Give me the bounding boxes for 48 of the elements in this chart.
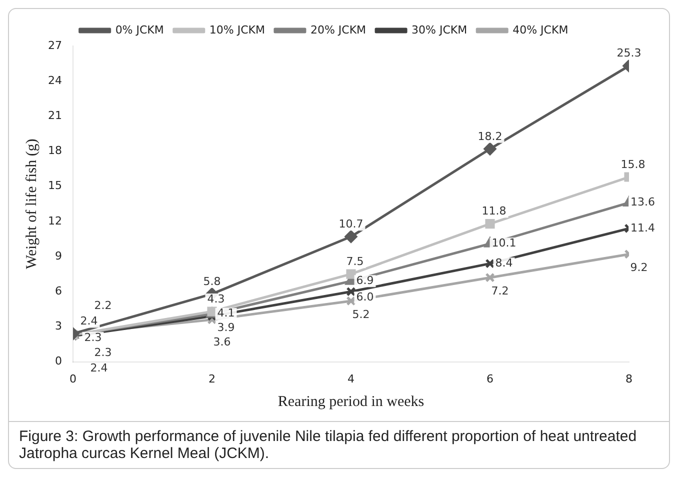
data-label: 6.9	[356, 274, 374, 287]
data-label: 2.3	[94, 346, 112, 359]
data-label: 25.3	[616, 46, 642, 60]
y-tick-label: 6	[54, 284, 62, 298]
legend-label: 10% JCKM	[209, 23, 265, 36]
legend-label: 0% JCKM	[115, 23, 164, 36]
x-tick-label: 4	[348, 372, 354, 386]
data-label: 2.3	[84, 330, 102, 344]
legend-label: 20% JCKM	[310, 23, 366, 36]
y-tick-label: 21	[48, 109, 62, 122]
data-label: 3.6	[213, 336, 231, 349]
x-tick-label: 2	[208, 372, 216, 386]
data-label: 11.8	[482, 204, 506, 218]
data-label: 10.1	[492, 236, 516, 250]
y-axis-title: Weight of life fish (g)	[24, 138, 40, 270]
y-tick-label: 0	[54, 354, 62, 368]
data-label: 10.7	[338, 218, 364, 231]
y-tick-label: 12	[48, 214, 62, 228]
data-label: 4.1	[217, 306, 235, 320]
data-label: 15.8	[620, 158, 646, 171]
data-label: 6.0	[356, 290, 374, 304]
data-label: 2.4	[80, 314, 98, 328]
y-tick-label: 9	[54, 249, 62, 262]
data-label: 3.9	[217, 321, 235, 334]
data-label: 18.2	[478, 130, 502, 143]
y-tick-label: 15	[48, 179, 62, 192]
data-label: 5.8	[203, 274, 221, 288]
legend-label: 40% JCKM	[512, 23, 568, 36]
data-label: 4.3	[207, 292, 225, 306]
data-label: 7.5	[346, 254, 364, 268]
data-label: 5.2	[352, 308, 370, 321]
data-label: 9.2	[630, 261, 648, 274]
legend-label: 30% JCKM	[412, 23, 468, 36]
y-tick-label: 27	[48, 38, 62, 52]
data-label: 8.4	[495, 256, 513, 270]
x-tick-label: 8	[626, 372, 632, 386]
data-label: 13.6	[630, 196, 656, 209]
y-tick-label: 18	[48, 144, 62, 158]
x-tick-label: 6	[486, 372, 494, 386]
caption: Figure 3: Growth performance of juvenile Nile tilapia fed different proportion of heat untreated Jatropha curcas Kernel Meal (JCKM).	[19, 428, 638, 462]
x-axis-title: Rearing period in weeks	[278, 394, 424, 410]
data-label: 2.4	[90, 362, 108, 375]
y-tick-label: 24	[48, 74, 62, 87]
data-label: 2.2	[94, 298, 112, 312]
x-tick-label: 0	[69, 372, 76, 386]
data-label: 11.4	[630, 221, 656, 234]
data-label: 7.2	[491, 284, 509, 298]
y-tick-label: 3	[54, 320, 62, 333]
